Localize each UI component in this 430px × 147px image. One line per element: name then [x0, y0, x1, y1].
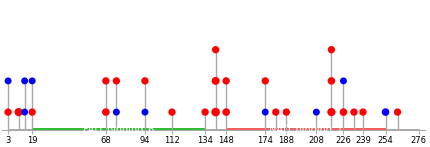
Point [21, 80, 28, 82]
Point [141, 111, 148, 113]
Point [29, 111, 36, 113]
Bar [226, 128, 386, 130]
Point [102, 111, 109, 113]
Bar [386, 128, 419, 130]
Point [262, 111, 269, 113]
Point [340, 111, 347, 113]
Point [212, 111, 219, 113]
Bar [8, 128, 32, 130]
Point [202, 111, 209, 113]
Point [223, 80, 230, 82]
Point [212, 80, 219, 82]
Bar [8, 128, 419, 130]
Point [212, 49, 219, 51]
Point [21, 111, 28, 113]
Point [328, 49, 335, 51]
Point [29, 80, 36, 82]
Point [394, 111, 401, 113]
Point [313, 111, 320, 113]
Point [328, 111, 335, 113]
Point [283, 111, 290, 113]
Point [169, 111, 175, 113]
Point [262, 80, 269, 82]
Point [359, 111, 366, 113]
Point [223, 111, 230, 113]
Bar [205, 128, 226, 130]
Point [340, 80, 347, 82]
Point [328, 80, 335, 82]
Point [113, 111, 120, 113]
Point [113, 80, 120, 82]
Point [5, 111, 12, 113]
Point [382, 111, 389, 113]
Point [102, 80, 109, 82]
Bar [32, 128, 205, 130]
Point [350, 111, 357, 113]
Text: FAD_binding_6: FAD_binding_6 [83, 124, 154, 135]
Point [15, 111, 22, 113]
Point [5, 80, 12, 82]
Text: NAD_binding_1: NAD_binding_1 [269, 124, 343, 135]
Point [141, 80, 148, 82]
Point [272, 111, 279, 113]
